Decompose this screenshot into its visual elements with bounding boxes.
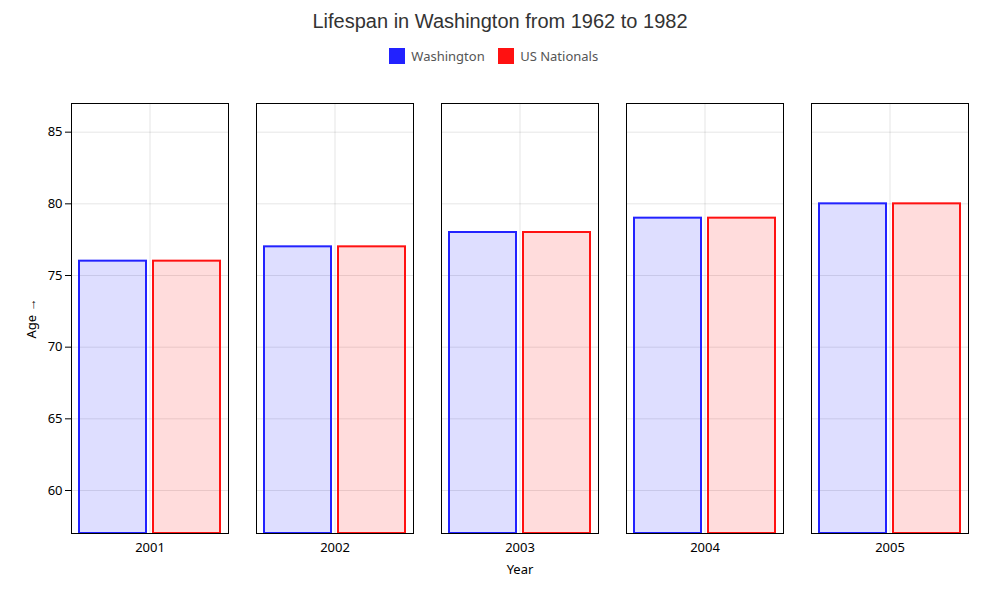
svg-text:2001: 2001 bbox=[135, 537, 165, 555]
svg-text:65: 65 bbox=[48, 408, 63, 426]
svg-text:70: 70 bbox=[48, 337, 63, 355]
svg-text:2005: 2005 bbox=[875, 537, 905, 555]
svg-text:60: 60 bbox=[48, 480, 63, 498]
html-text:US Nationals: US Nationals bbox=[520, 46, 599, 65]
svg-text:75: 75 bbox=[48, 265, 63, 283]
html-text:Washington: Washington bbox=[411, 46, 485, 65]
svg-text:2004: 2004 bbox=[690, 537, 720, 555]
svg-text:2002: 2002 bbox=[320, 537, 350, 555]
svg-text:Year: Year bbox=[507, 559, 534, 577]
html-text:Lifespan in Washington from 19: Lifespan in Washington from 1962 to 1982 bbox=[312, 10, 688, 32]
svg-text:85: 85 bbox=[48, 122, 63, 140]
svg-text:80: 80 bbox=[48, 193, 63, 211]
svg-text:2003: 2003 bbox=[505, 537, 535, 555]
svg-text:Age →: Age → bbox=[22, 298, 40, 338]
